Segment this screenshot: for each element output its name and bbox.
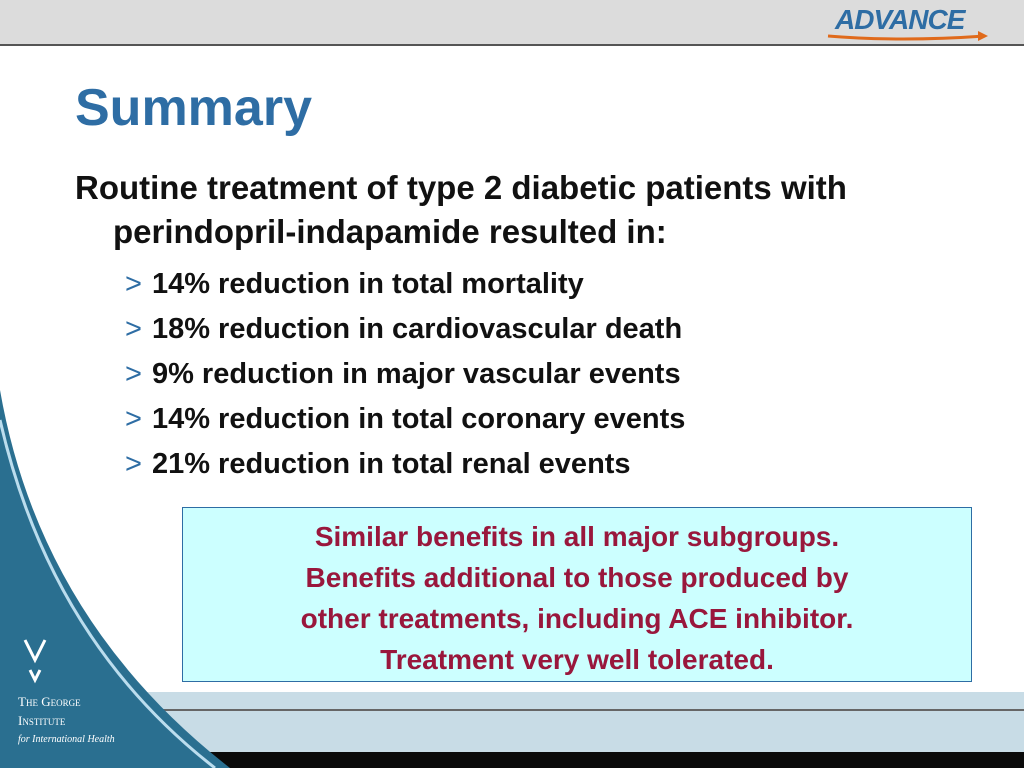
bullet-marker: >	[125, 268, 142, 300]
institute-line: The George	[18, 694, 81, 709]
bullet-text: 9% reduction in major vascular events	[151, 358, 681, 390]
bullet-text: 18% reduction in cardiovascular death	[151, 313, 683, 345]
intro: Routine treatment of type 2 diabetic pat…	[75, 169, 847, 250]
bullet-text: 21% reduction in total renal events	[151, 448, 631, 480]
bullet-marker: >	[125, 448, 142, 480]
bullet-marker: >	[125, 358, 142, 390]
callout-line: Treatment very well tolerated.	[380, 644, 774, 675]
bullet-text: 14% reduction in total mortality	[151, 268, 584, 300]
institute-line: Institute	[18, 713, 66, 728]
callout-box: Similar benefits in all major subgroups.…	[182, 507, 972, 682]
callout-line: Benefits additional to those produced by	[305, 562, 849, 593]
bullet-marker: >	[125, 403, 142, 435]
title: Summary	[75, 79, 312, 137]
callout-line: other treatments, including ACE inhibito…	[300, 603, 854, 634]
bullet-text: 14% reduction in total coronary events	[151, 403, 686, 435]
bullet: >14% reduction in total coronary events	[125, 397, 685, 442]
bullet-marker: >	[125, 313, 142, 345]
bullet: >21% reduction in total renal events	[125, 442, 685, 487]
bullet: >14% reduction in total mortality	[125, 262, 685, 307]
institute-line: for International Health	[18, 734, 115, 745]
bullet-list: >14% reduction in total mortality >18% re…	[125, 262, 685, 487]
callout-line: Similar benefits in all major subgroups.	[314, 521, 840, 552]
institute: The George Institute for International Hea…	[18, 692, 115, 749]
bullet: >18% reduction in cardiovascular death	[125, 307, 685, 352]
logo: ADVANCE	[835, 4, 965, 35]
bullet: >9% reduction in major vascular events	[125, 352, 685, 397]
